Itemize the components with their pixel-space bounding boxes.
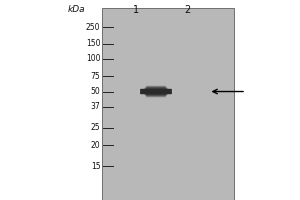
Text: 150: 150: [86, 39, 100, 48]
Text: 25: 25: [91, 123, 100, 132]
Text: 250: 250: [86, 23, 100, 32]
Text: kDa: kDa: [68, 5, 85, 14]
Text: 37: 37: [91, 102, 100, 111]
Text: 100: 100: [86, 54, 100, 63]
Text: 15: 15: [91, 162, 100, 171]
FancyBboxPatch shape: [141, 90, 171, 93]
FancyBboxPatch shape: [146, 86, 167, 97]
FancyBboxPatch shape: [140, 89, 172, 94]
Text: 75: 75: [91, 72, 100, 81]
Text: 1: 1: [134, 5, 140, 15]
FancyBboxPatch shape: [146, 85, 166, 98]
FancyBboxPatch shape: [142, 91, 170, 92]
Text: 50: 50: [91, 87, 100, 96]
FancyBboxPatch shape: [144, 89, 168, 94]
Text: 20: 20: [91, 141, 100, 150]
Text: 2: 2: [184, 5, 190, 15]
FancyBboxPatch shape: [143, 90, 169, 93]
FancyBboxPatch shape: [145, 88, 167, 95]
Bar: [102, 8, 234, 200]
